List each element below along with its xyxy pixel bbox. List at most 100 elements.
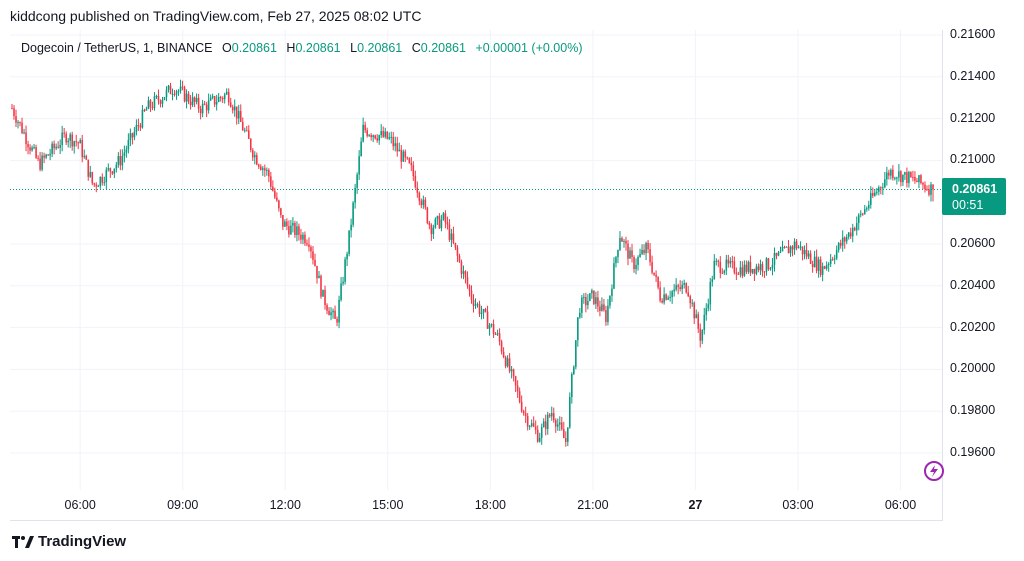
candle-body: [757, 266, 760, 271]
candle-body: [528, 426, 531, 428]
candle-body: [207, 100, 210, 111]
candle-body: [922, 182, 924, 185]
candle-body: [827, 264, 830, 266]
x-tick-label: 21:00: [577, 498, 609, 512]
candle-body: [821, 266, 824, 275]
flash-icon[interactable]: [924, 461, 944, 481]
candle-body: [444, 213, 447, 223]
candle-body: [930, 184, 932, 195]
candle-body: [534, 426, 537, 430]
candle-body: [452, 233, 455, 243]
candle-body: [918, 175, 920, 183]
candle-body: [585, 297, 587, 306]
candle-body: [270, 176, 272, 187]
candle-body: [251, 149, 254, 158]
candle-body: [621, 237, 623, 242]
candle-body: [609, 295, 611, 306]
candle-body: [699, 328, 702, 341]
candle-body: [787, 246, 790, 254]
candle-body: [753, 268, 756, 274]
candle-body: [298, 226, 300, 235]
candle-body: [655, 274, 657, 277]
candle-body: [667, 297, 669, 300]
candle-body: [629, 250, 631, 259]
candle-body: [496, 333, 499, 335]
candle-body: [874, 192, 876, 196]
y-tick-label: 0.21000: [950, 152, 996, 167]
candle-body: [253, 155, 256, 158]
candle-body: [406, 157, 409, 159]
candle-body: [348, 230, 350, 254]
tradingview-brand[interactable]: TradingView: [12, 533, 126, 550]
candle-body: [876, 191, 878, 193]
high-value: 0.20861: [295, 41, 341, 55]
y-tick-label: 0.20000: [950, 361, 996, 376]
candle-body: [661, 300, 663, 303]
candle-body: [749, 261, 752, 273]
candle-body: [825, 265, 828, 269]
candle-body: [127, 140, 130, 150]
candle-body: [422, 199, 425, 206]
candle-body: [91, 172, 94, 184]
candle-body: [286, 221, 288, 227]
candle-body: [797, 247, 800, 249]
candle-body: [518, 391, 521, 402]
candle-body: [243, 130, 246, 132]
candle-body: [374, 135, 376, 139]
candle-body: [751, 268, 754, 273]
x-tick-label: 06:00: [64, 498, 96, 512]
candle-body: [368, 135, 370, 137]
candle-body: [382, 131, 385, 137]
candle-body: [554, 420, 557, 427]
candle-body: [713, 260, 716, 280]
candle-body: [151, 107, 154, 109]
candle-body: [900, 171, 902, 183]
candle-body: [83, 155, 86, 158]
candle-body: [440, 219, 443, 229]
candle-body: [924, 184, 926, 189]
candle-body: [817, 259, 820, 271]
candle-body: [687, 292, 689, 297]
candle-body: [334, 310, 336, 319]
candle-body: [41, 155, 43, 170]
chart-frame[interactable]: [10, 30, 943, 521]
candle-body: [599, 306, 601, 311]
candle-body: [153, 96, 156, 108]
candle-body: [745, 264, 748, 272]
candle-body: [185, 93, 188, 102]
candle-body: [633, 256, 635, 270]
y-tick-label: 0.21600: [950, 27, 996, 41]
candle-body: [356, 174, 358, 188]
candle-body: [615, 257, 617, 264]
candle-body: [781, 246, 784, 252]
candle-body: [741, 267, 744, 276]
candle-body: [498, 333, 501, 342]
candle-body: [312, 251, 314, 260]
candle-body: [785, 246, 788, 248]
candle-body: [587, 301, 589, 306]
candle-body: [926, 188, 928, 190]
low-label: L: [350, 41, 358, 55]
candle-body: [611, 288, 613, 296]
candle-body: [189, 101, 192, 106]
candle-body: [567, 427, 569, 442]
candle-body: [829, 259, 832, 265]
candle-body: [707, 304, 710, 309]
candle-body: [266, 170, 268, 172]
grid-lines: [10, 30, 942, 490]
candle-body: [928, 189, 930, 195]
candle-body: [87, 159, 90, 177]
candle-body: [815, 256, 818, 271]
candle-body: [320, 275, 322, 297]
candle-body: [255, 155, 258, 165]
candle-body: [884, 179, 886, 188]
candle-body: [39, 158, 41, 170]
candle-body: [99, 176, 102, 186]
candle-body: [663, 294, 665, 303]
candle-body: [308, 244, 310, 248]
candle-body: [105, 169, 108, 183]
candle-body: [649, 249, 651, 263]
candle-body: [187, 93, 190, 102]
candle-body: [902, 174, 904, 183]
